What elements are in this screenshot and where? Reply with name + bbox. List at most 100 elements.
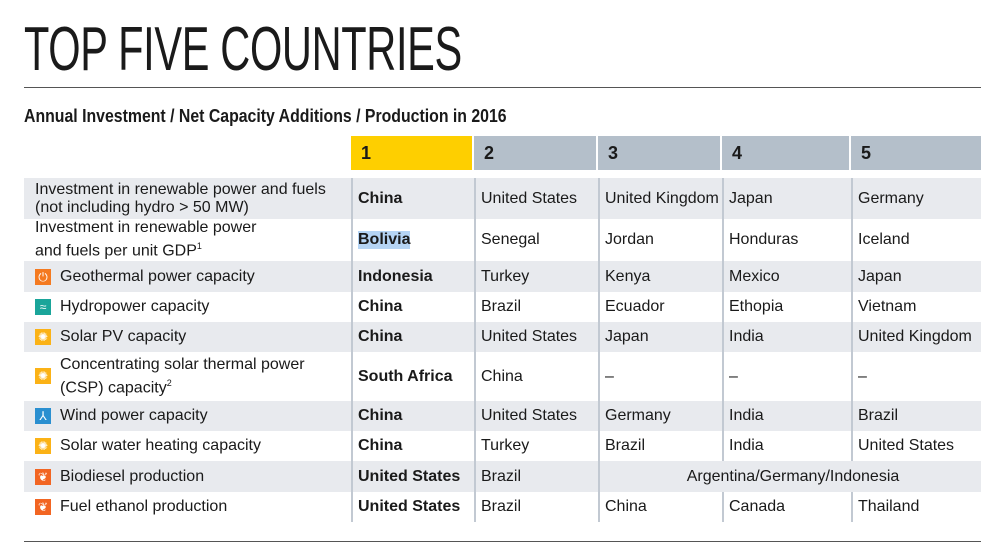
divider-bottom [24, 541, 981, 542]
rank-5-cell: Iceland [851, 219, 981, 261]
row-label: ✺ Concentrating solar thermal power (CSP) … [24, 356, 351, 397]
table-row: ❦ Fuel ethanol production United States Bra… [24, 492, 981, 522]
rank-3-cell: United Kingdom [598, 178, 722, 219]
table-subtitle: Annual Investment / Net Capacity Additio… [24, 106, 507, 126]
row-label-text: Concentrating solar thermal power [60, 355, 305, 373]
rank-5-cell: United States [851, 431, 981, 461]
row-label-text: Wind power capacity [60, 407, 208, 424]
rank-2-cell: China [474, 352, 598, 401]
row-label-text: Solar PV capacity [60, 328, 187, 345]
page-title: TOP FIVE COUNTRIES [24, 15, 462, 84]
row-label-text: Investment in renewable power [35, 219, 257, 237]
row-label-text-line2: (not including hydro > 50 MW) [35, 198, 249, 216]
rank-1-cell: China [351, 401, 474, 431]
rank-3-cell: Kenya [598, 261, 722, 292]
rank-4-cell: Ethopia [722, 292, 851, 322]
rank-3-cell: Brazil [598, 431, 722, 461]
table-row: ❦ Biodiesel production United States Brazil… [24, 461, 981, 492]
rank-5-header: 5 [851, 136, 981, 170]
row-label: Investment in renewable power and fuels p… [24, 219, 351, 260]
rank-3-cell: – [598, 352, 722, 401]
rank-2-cell: Turkey [474, 261, 598, 292]
rank-4-cell: India [722, 322, 851, 352]
biofuel-icon: ❦ [35, 499, 51, 515]
row-label: ❦ Fuel ethanol production [24, 498, 351, 516]
rank-3-header: 3 [598, 136, 722, 170]
rank-4-header: 4 [722, 136, 851, 170]
geothermal-icon: ⏻ [35, 268, 51, 285]
table-row: ⏻ Geothermal power capacity Indonesia Turke… [24, 261, 981, 292]
rank-1-cell: Bolivia [351, 219, 474, 261]
row-label-text: Geothermal power capacity [60, 267, 255, 285]
rank-1-cell: South Africa [351, 352, 474, 401]
table-row: ✺ Solar PV capacity China United States Japa… [24, 322, 981, 352]
rank-2-cell: United States [474, 178, 598, 219]
footnote-marker: 2 [166, 377, 172, 388]
rank-5-cell: Thailand [851, 492, 981, 522]
rank-4-cell: Mexico [722, 261, 851, 292]
rank-2-cell: United States [474, 401, 598, 431]
rank-4-cell: India [722, 431, 851, 461]
rank-5-cell: Germany [851, 178, 981, 219]
row-label-text-line2: (CSP) capacity [60, 379, 167, 397]
rank-2-cell: Brazil [474, 292, 598, 322]
row-label: ✺ Solar water heating capacity [24, 437, 351, 455]
rank-1-cell: United States [351, 492, 474, 522]
rank-2-cell: Turkey [474, 431, 598, 461]
rank-2-cell: Brazil [474, 492, 598, 522]
row-label: ⅄ Wind power capacity [24, 407, 351, 425]
rank-3-5-cell: Argentina/Germany/Indonesia [598, 461, 981, 492]
table-row: ≈ Hydropower capacity China Brazil Ecuador Et… [24, 292, 981, 322]
row-label-text: Fuel ethanol production [60, 498, 228, 515]
row-label: Investment in renewable power and fuels(… [24, 181, 351, 217]
row-label: ≈ Hydropower capacity [24, 298, 351, 316]
table-row: ✺ Concentrating solar thermal power (CSP) … [24, 352, 981, 401]
row-label-text: Investment in renewable power and fuels [35, 180, 326, 198]
rank-4-cell: India [722, 401, 851, 431]
wind-icon: ⅄ [35, 408, 51, 424]
rank-2-cell: Senegal [474, 219, 598, 261]
biofuel-icon: ❦ [35, 468, 51, 485]
row-label: ⏻ Geothermal power capacity [24, 268, 351, 286]
rank-1-cell: China [351, 431, 474, 461]
rank-3-cell: Jordan [598, 219, 722, 261]
rank-4-cell: Honduras [722, 219, 851, 261]
rank-5-cell: Japan [851, 261, 981, 292]
row-label-text: Hydropower capacity [60, 298, 210, 315]
row-label: ❦ Biodiesel production [24, 468, 351, 486]
rank-1-cell: China [351, 322, 474, 352]
divider-top [24, 87, 981, 88]
rank-2-cell: United States [474, 322, 598, 352]
solar-icon: ✺ [35, 368, 51, 385]
rank-3-cell: Japan [598, 322, 722, 352]
row-label-text: Biodiesel production [60, 467, 205, 485]
rank-5-cell: Brazil [851, 401, 981, 431]
table-row: Investment in renewable power and fuels p… [24, 219, 981, 261]
footnote-marker: 1 [196, 241, 202, 252]
rank-1-cell: China [351, 178, 474, 219]
rank-3-cell: Ecuador [598, 292, 722, 322]
rank-1-cell: United States [351, 461, 474, 492]
hydropower-icon: ≈ [35, 299, 51, 315]
rank-1-header: 1 [351, 136, 474, 170]
row-label-text-line2: and fuels per unit GDP [35, 242, 197, 260]
solar-icon: ✺ [35, 438, 51, 454]
rank-1-cell: Indonesia [351, 261, 474, 292]
rank-2-header: 2 [474, 136, 598, 170]
rank-header: 1 2 3 4 5 [351, 136, 981, 170]
rank-4-cell: Japan [722, 178, 851, 219]
rank-1-cell: China [351, 292, 474, 322]
highlighted-text: Bolivia [358, 231, 411, 249]
table-row: Investment in renewable power and fuels(… [24, 178, 981, 219]
rank-3-cell: China [598, 492, 722, 522]
rank-2-cell: Brazil [474, 461, 598, 492]
rank-4-cell: – [722, 352, 851, 401]
solar-icon: ✺ [35, 329, 51, 345]
row-label-text: Solar water heating capacity [60, 437, 261, 454]
row-label: ✺ Solar PV capacity [24, 328, 351, 346]
table-row: ⅄ Wind power capacity China United States Ge… [24, 401, 981, 431]
rank-5-cell: – [851, 352, 981, 401]
table-row: ✺ Solar water heating capacity China Turkey… [24, 431, 981, 461]
rank-3-cell: Germany [598, 401, 722, 431]
rank-5-cell: United Kingdom [851, 322, 981, 352]
